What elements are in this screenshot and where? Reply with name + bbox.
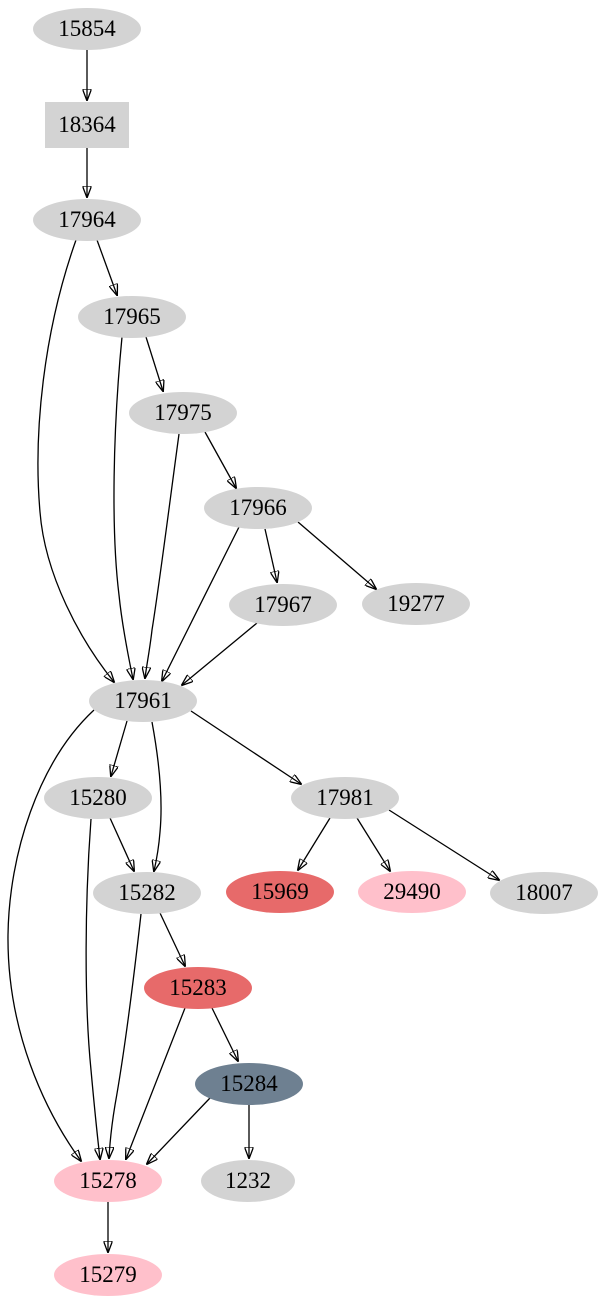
node-15280: 15280 <box>44 777 152 819</box>
edge-15284-15278 <box>147 1097 211 1164</box>
node-15854: 15854 <box>33 8 141 50</box>
edge-17964-17961 <box>37 239 114 682</box>
edge-17964-17965 <box>96 239 117 295</box>
node-15283: 15283 <box>144 967 252 1009</box>
edge-17961-17981 <box>190 710 301 784</box>
node-1232: 1232 <box>201 1160 295 1202</box>
edge-17966-17961 <box>162 526 240 681</box>
edge-17981-18007 <box>388 809 499 880</box>
node-label: 17964 <box>58 207 116 232</box>
edge-17981-15969 <box>298 817 331 870</box>
node-17965: 17965 <box>78 296 186 338</box>
edge-15282-15278 <box>109 913 142 1158</box>
edge-15283-15278 <box>126 1007 186 1159</box>
node-label: 17965 <box>103 304 161 329</box>
node-18007: 18007 <box>490 872 598 914</box>
node-label: 17975 <box>154 400 212 425</box>
edge-15280-15282 <box>109 817 134 871</box>
node-label: 17981 <box>316 785 374 810</box>
node-19277: 19277 <box>362 583 470 625</box>
node-label: 15280 <box>69 785 127 810</box>
node-label: 18007 <box>515 880 573 905</box>
node-label: 17961 <box>114 688 172 713</box>
edge-15282-15283 <box>159 912 185 966</box>
node-label: 15854 <box>58 16 116 41</box>
edge-15283-15284 <box>211 1007 238 1061</box>
node-15969: 15969 <box>226 871 334 913</box>
edge-17966-17967 <box>264 528 277 582</box>
edge-17961-15280 <box>111 720 128 776</box>
node-17966: 17966 <box>204 487 312 529</box>
node-17981: 17981 <box>291 777 399 819</box>
node-label: 17967 <box>254 592 312 617</box>
node-label: 15278 <box>79 1168 137 1193</box>
node-15279: 15279 <box>54 1254 162 1296</box>
node-label: 29490 <box>383 879 441 904</box>
node-label: 15282 <box>118 880 176 905</box>
edge-17965-17961 <box>113 336 133 679</box>
edge-17981-29490 <box>356 817 390 871</box>
edge-17961-15278 <box>7 709 95 1161</box>
node-15282: 15282 <box>93 872 201 914</box>
edge-17975-17961 <box>145 433 180 678</box>
edge-17967-17961 <box>182 622 258 685</box>
node-29490: 29490 <box>358 871 466 913</box>
edge-17966-19277 <box>297 521 376 589</box>
node-17961: 17961 <box>89 680 197 722</box>
node-label: 19277 <box>387 591 445 616</box>
node-label: 15969 <box>251 879 309 904</box>
node-15284: 15284 <box>195 1063 303 1105</box>
edge-17965-17975 <box>145 336 163 391</box>
node-17967: 17967 <box>229 584 337 626</box>
node-18364: 18364 <box>45 102 129 148</box>
node-label: 15283 <box>169 975 227 1000</box>
node-label: 17966 <box>229 495 287 520</box>
edge-15280-15278 <box>85 818 100 1159</box>
node-label: 18364 <box>58 112 116 137</box>
node-label: 15279 <box>79 1262 137 1287</box>
node-17964: 17964 <box>33 199 141 241</box>
node-15278: 15278 <box>54 1160 162 1202</box>
node-label: 1232 <box>225 1168 271 1193</box>
node-17975: 17975 <box>129 392 237 434</box>
node-label: 15284 <box>220 1071 278 1096</box>
edge-17961-15282 <box>152 721 162 871</box>
edge-17975-17966 <box>204 431 236 488</box>
